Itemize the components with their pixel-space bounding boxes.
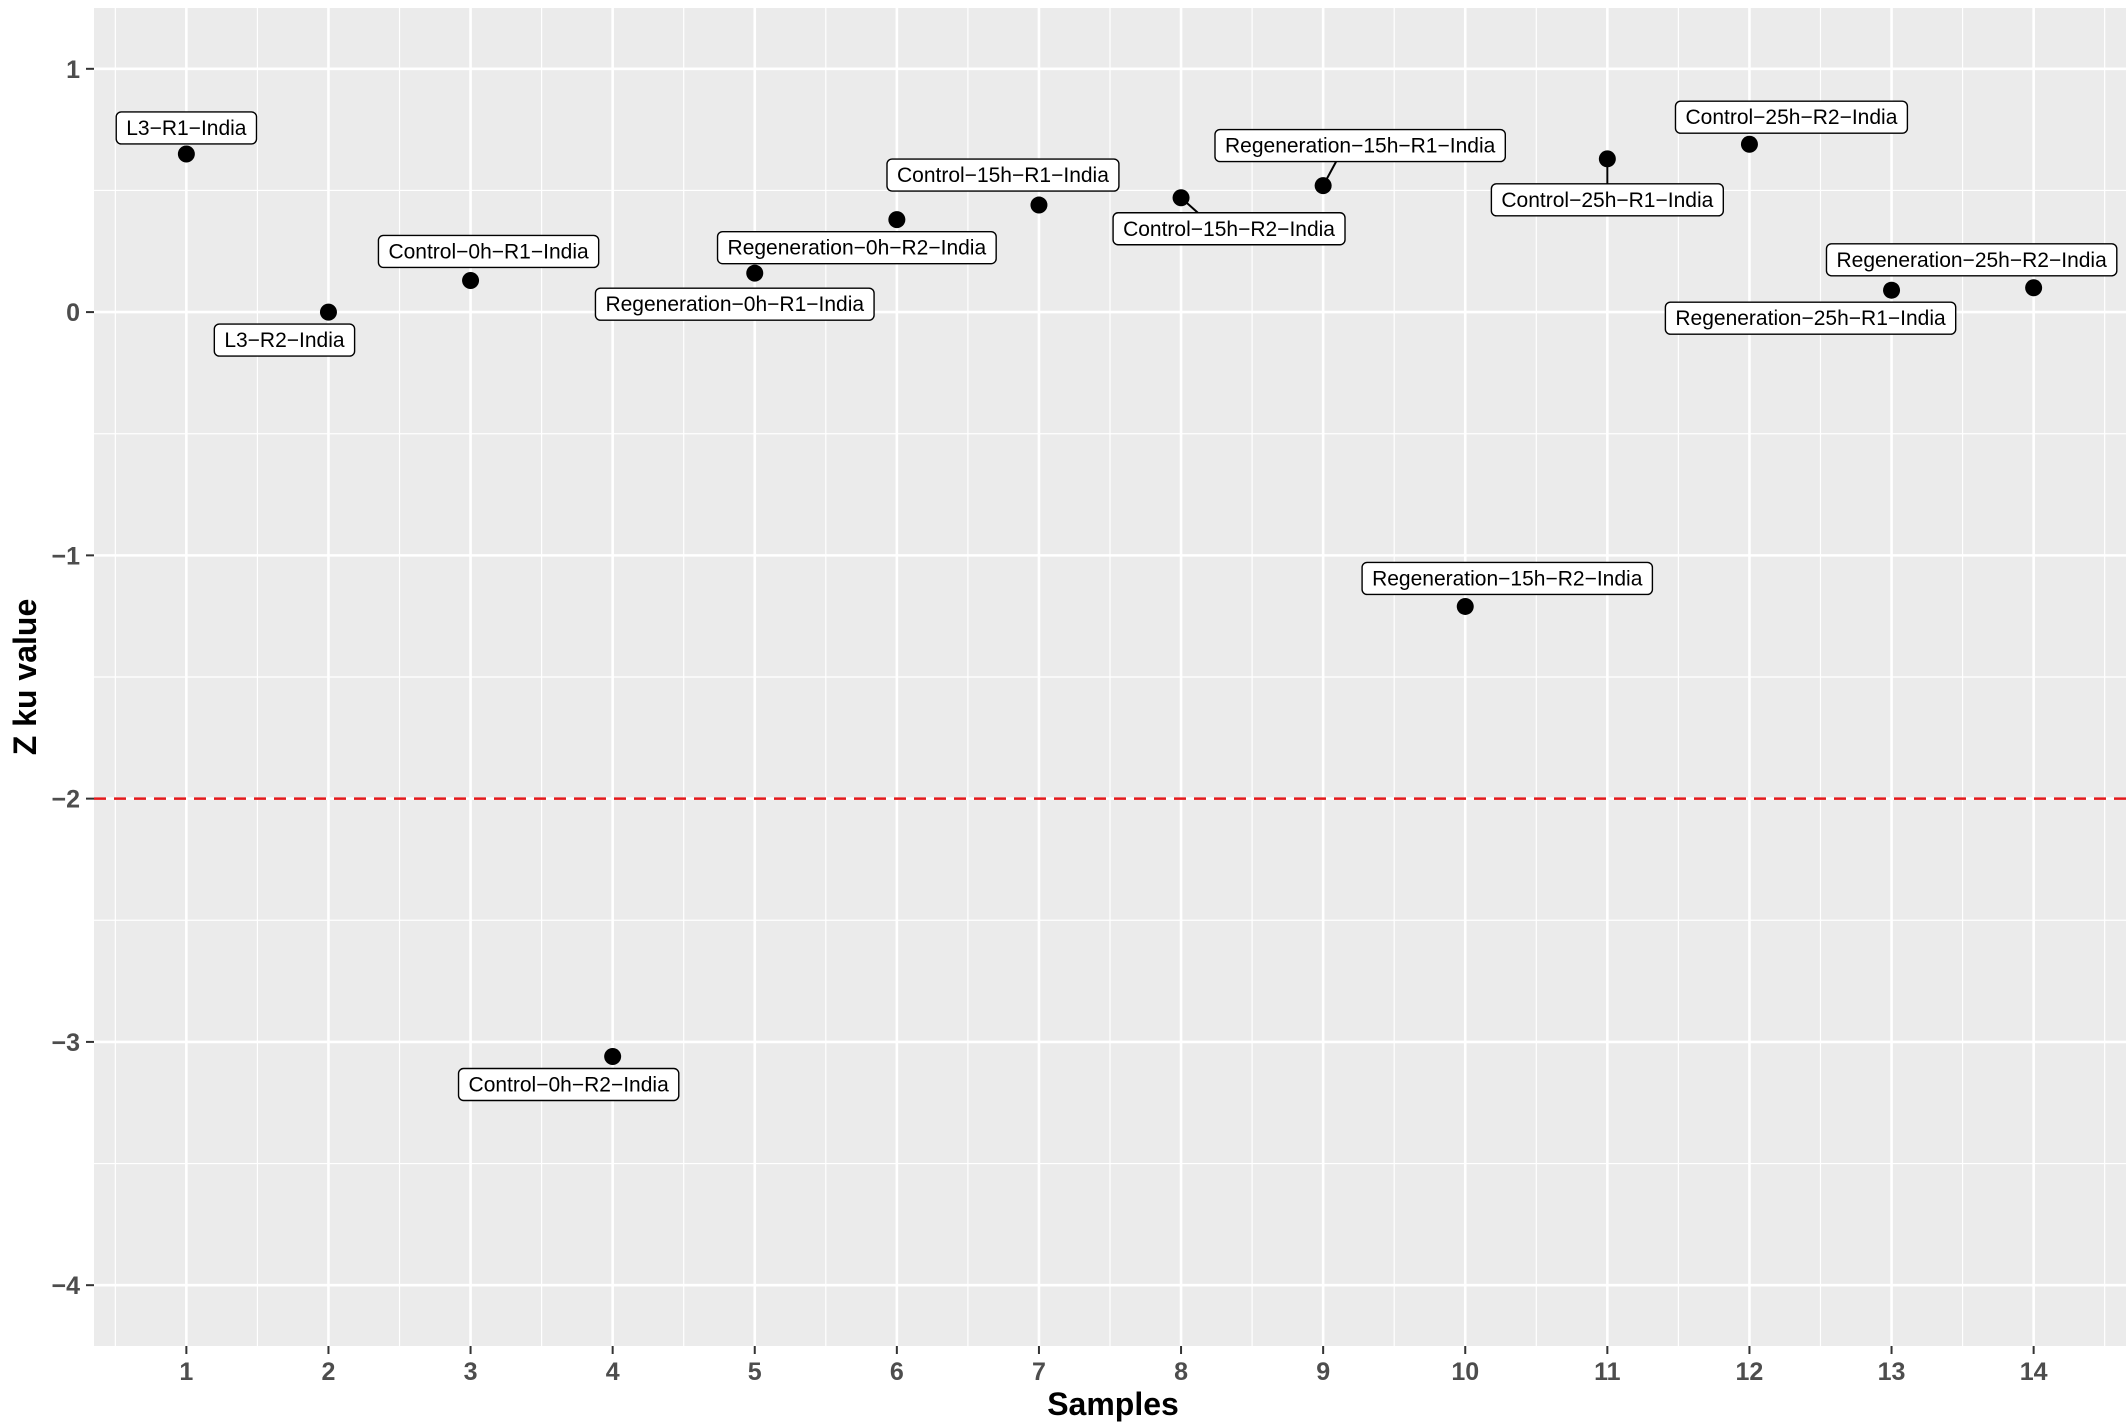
point-label-text: Control−0h−R2−India xyxy=(469,1074,670,1097)
point-label-text: Regeneration−0h−R1−India xyxy=(605,293,864,316)
point-label: Control−15h−R2−India xyxy=(1112,212,1346,246)
y-tick-label: −4 xyxy=(51,1272,80,1300)
point-label-box xyxy=(1825,243,2118,277)
point-labels: L3−R1−India L3−R2−India Control−0h−R1−Indi… xyxy=(115,100,2118,1102)
data-point xyxy=(746,264,764,282)
point-label: Regeneration−0h−R2−India xyxy=(716,230,997,265)
point-label: L3−R1−India xyxy=(115,111,258,145)
point-label: Regeneration−15h−R2−India xyxy=(1361,561,1654,596)
data-point xyxy=(1172,189,1190,207)
x-tick-label: 11 xyxy=(1594,1358,1621,1386)
data-point xyxy=(1030,196,1048,214)
y-tick-label: −2 xyxy=(51,786,80,814)
point-label: Control−0h−R2−India xyxy=(457,1067,680,1102)
point-label-box xyxy=(1490,183,1725,217)
point-label-text: Control−15h−R2−India xyxy=(1123,218,1335,241)
point-label: Control−25h−R2−India xyxy=(1674,100,1909,134)
point-label-box xyxy=(115,111,258,145)
data-point xyxy=(1598,150,1616,168)
point-label-text: Control−0h−R1−India xyxy=(388,240,589,263)
point-label-text: Regeneration−15h−R2−India xyxy=(1372,567,1643,590)
x-tick-label: 12 xyxy=(1736,1358,1764,1386)
point-label-text: Regeneration−15h−R1−India xyxy=(1225,135,1496,158)
point-label-box xyxy=(1112,212,1346,246)
y-tick-label: −1 xyxy=(51,542,80,570)
data-point xyxy=(319,303,337,321)
x-tick-label: 14 xyxy=(2020,1358,2048,1386)
point-label-text: Regeneration−0h−R2−India xyxy=(728,237,987,260)
x-tick-label: 1 xyxy=(179,1358,193,1386)
point-label: Control−15h−R1−India xyxy=(886,158,1120,192)
y-tick-label: 1 xyxy=(66,56,80,84)
point-label-text: Control−15h−R1−India xyxy=(897,164,1109,187)
point-label-box xyxy=(213,323,356,357)
data-point xyxy=(1456,597,1474,615)
y-axis: −4 −3 −2 −1 0 1 xyxy=(51,56,94,1300)
data-point xyxy=(604,1048,622,1066)
point-label-text: Control−25h−R1−India xyxy=(1501,189,1713,212)
x-tick-label: 5 xyxy=(748,1358,762,1386)
data-point xyxy=(462,271,480,289)
y-tick-label: −3 xyxy=(51,1029,80,1057)
data-point xyxy=(1740,135,1758,153)
point-label: Regeneration−15h−R1−India xyxy=(1214,128,1507,163)
x-axis-title: Samples xyxy=(1047,1386,1179,1422)
point-label-box xyxy=(1664,301,1957,335)
data-points xyxy=(177,135,2043,1066)
y-tick-label: 0 xyxy=(66,299,80,327)
point-label: Regeneration−25h−R1−India xyxy=(1664,301,1957,335)
x-tick-label: 4 xyxy=(606,1358,620,1386)
point-label: L3−R2−India xyxy=(213,323,356,357)
point-label-text: L3−R1−India xyxy=(126,117,247,140)
x-tick-label: 8 xyxy=(1174,1358,1188,1386)
point-label: Regeneration−0h−R1−India xyxy=(594,287,875,321)
y-axis-title: Z ku value xyxy=(7,599,43,756)
x-tick-label: 9 xyxy=(1316,1358,1330,1386)
x-tick-label: 13 xyxy=(1878,1358,1906,1386)
point-label-text: Regeneration−25h−R2−India xyxy=(1836,249,2107,272)
x-tick-label: 10 xyxy=(1451,1358,1479,1386)
data-point xyxy=(1314,177,1332,195)
x-tick-label: 3 xyxy=(464,1358,478,1386)
x-axis: 1 2 3 4 5 6 7 8 9 10 11 12 13 14 xyxy=(179,1346,2048,1386)
point-label: Regeneration−25h−R2−India xyxy=(1825,243,2118,277)
point-label-text: Control−25h−R2−India xyxy=(1685,106,1897,129)
x-tick-label: 6 xyxy=(890,1358,904,1386)
data-point xyxy=(177,145,195,163)
data-point xyxy=(888,211,906,229)
point-label-box xyxy=(1674,100,1909,134)
data-point xyxy=(2025,279,2043,297)
point-label-box xyxy=(1361,561,1654,596)
point-label-text: Regeneration−25h−R1−India xyxy=(1675,307,1946,330)
point-label-box xyxy=(377,234,600,269)
point-label: Control−0h−R1−India xyxy=(377,234,600,269)
point-label: Control−25h−R1−India xyxy=(1490,183,1725,217)
x-tick-label: 7 xyxy=(1032,1358,1046,1386)
x-tick-label: 2 xyxy=(322,1358,336,1386)
point-label-box xyxy=(594,287,875,321)
point-label-box xyxy=(457,1067,680,1102)
point-label-box xyxy=(886,158,1120,192)
point-label-box xyxy=(716,230,997,265)
data-point xyxy=(1883,281,1901,299)
point-label-text: L3−R2−India xyxy=(224,329,345,352)
point-label-box xyxy=(1214,128,1507,163)
